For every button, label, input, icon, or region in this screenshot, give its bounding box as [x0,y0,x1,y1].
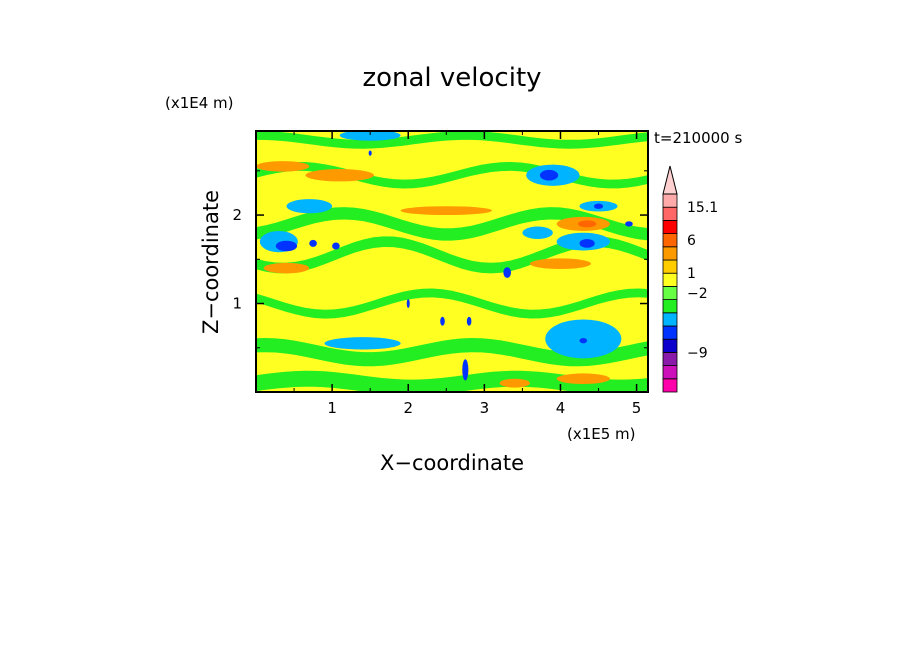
colorbar-swatch [662,246,678,261]
x-tick-label: 4 [556,399,566,417]
x-tick-label: 3 [480,399,490,417]
colorbar-swatch [662,259,678,274]
contour-region [400,206,492,216]
x-tick-label: 5 [632,399,642,417]
contour-region [324,337,401,350]
contour-region [466,316,472,326]
colorbar: 15.1 6 1 −2 −9 [662,165,718,393]
contour-region [625,221,633,227]
y-tick-label: 1 [232,295,242,313]
colorbar-label: 1 [687,266,696,282]
colorbar-swatch [662,365,678,380]
colorbar-swatch [662,285,678,300]
colorbar-swatch [662,219,678,234]
contour-band [256,338,648,367]
colorbar-overflow-arrow [662,165,678,195]
plot-area [256,131,648,392]
x-tick-label: 2 [403,399,413,417]
contour-region [368,150,372,156]
y-tick-label: 2 [232,206,242,224]
colorbar-swatch [662,312,678,327]
contour-region [503,267,511,278]
plot-frame [255,130,649,393]
contour-region [406,299,410,308]
colorbar-swatch [662,338,678,353]
contour-region [539,169,559,181]
contour-region [579,238,595,248]
contour-region [462,359,469,381]
colorbar-label: −9 [687,345,708,361]
colorbar-label: 15.1 [687,200,718,216]
axes: 1 2 3 4 5 1 2 [232,130,649,417]
colorbar-swatch [662,272,678,287]
time-label: t=210000 s [654,129,742,147]
contour-region [499,378,531,388]
colorbar-swatch [662,206,678,221]
contour-band [256,207,648,241]
contour-region [579,338,588,344]
colorbar-label: 6 [687,233,696,249]
x-tick-label: 1 [327,399,337,417]
colorbar-swatch [662,351,678,366]
colorbar-swatch [662,299,678,314]
contour-region [522,226,553,239]
contour-region [275,240,298,252]
contour-band [256,236,648,274]
contour-region [263,262,310,274]
colorbar-swatch [662,325,678,340]
contour-region [256,161,310,172]
contour-band [256,370,648,392]
contour-region [339,131,401,141]
colorbar-swatch [662,378,678,393]
contour-region [305,169,374,182]
contour-region [286,199,333,214]
colorbar-swatch [662,233,678,248]
colorbar-swatch [662,193,678,208]
contour-band [256,288,648,319]
x-axis-unit: (x1E5 m) [567,425,636,443]
contour-region [556,373,610,385]
y-axis-unit: (x1E4 m) [165,94,234,112]
y-axis-label: Z−coordinate [199,190,223,334]
contour-region [530,258,591,270]
contour-region [593,203,604,209]
contour-region [309,239,317,247]
chart-title: zonal velocity [362,63,541,93]
contour-region [440,316,445,326]
contour-region [332,242,340,250]
contour-band [256,131,648,149]
colorbar-label: −2 [687,286,708,302]
contour-region [577,220,597,228]
x-axis-label: X−coordinate [380,451,524,475]
